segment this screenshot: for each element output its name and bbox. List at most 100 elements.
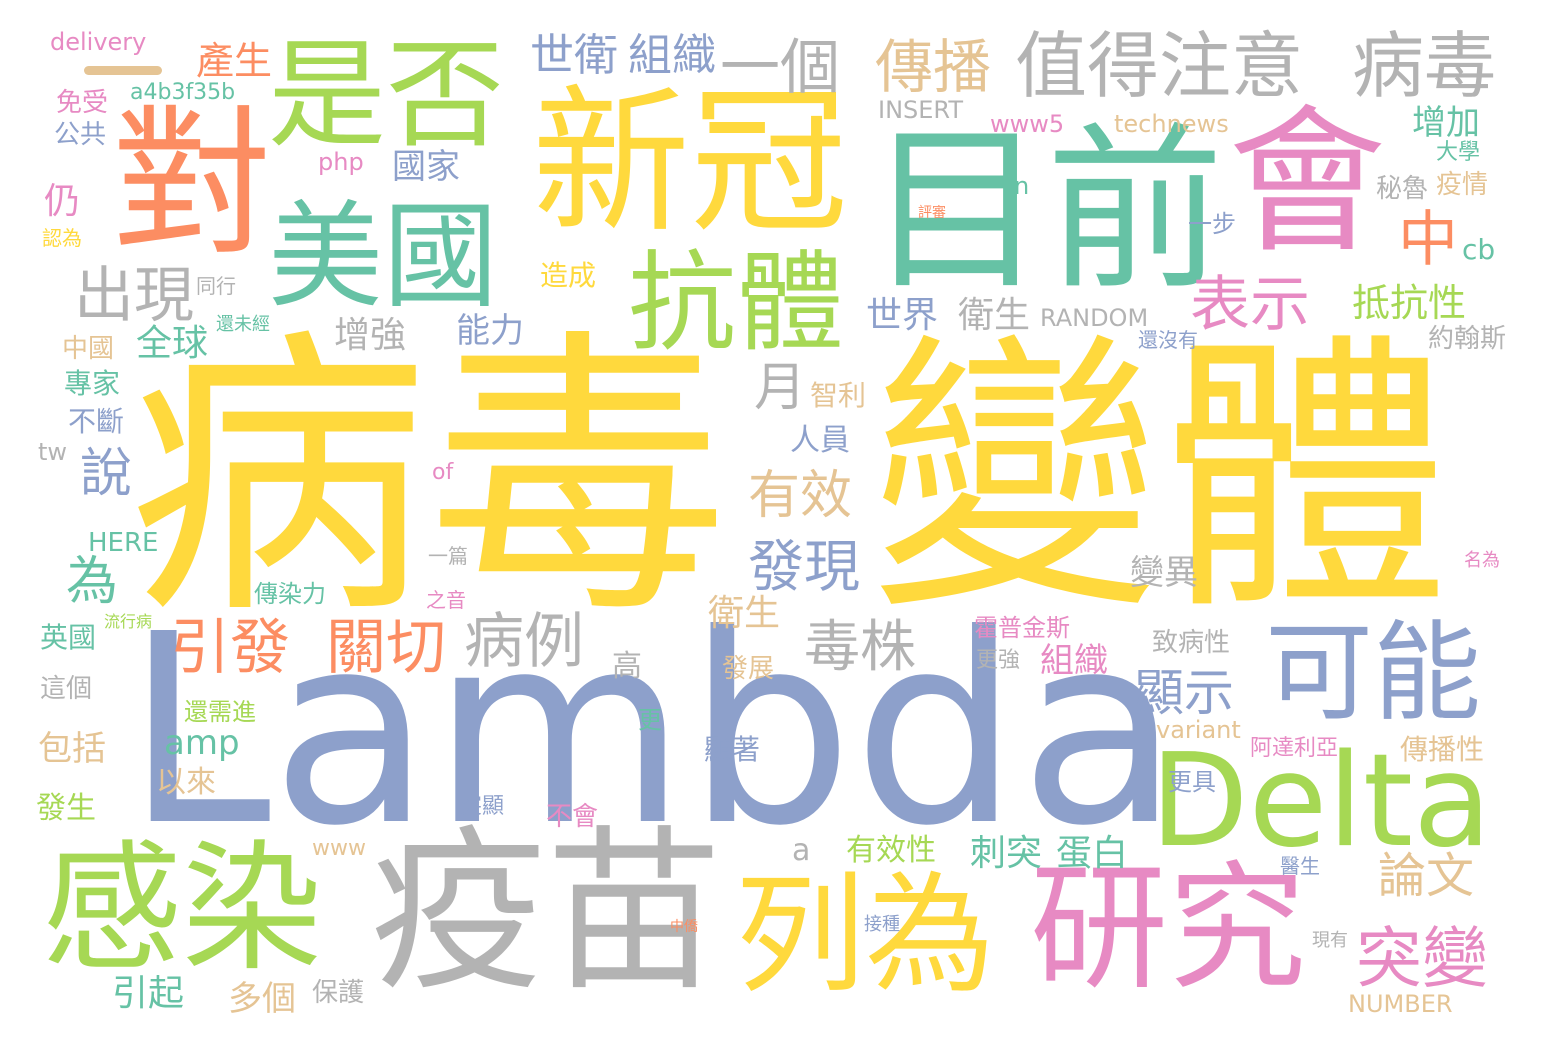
cloud-word: 病毒 (1352, 24, 1497, 108)
cloud-word: 抗體 (628, 241, 845, 366)
cloud-word: delivery (50, 28, 147, 56)
cloud-word: 免受 (56, 88, 109, 118)
cloud-word: n (1014, 172, 1030, 200)
cloud-word: 論文 (1378, 848, 1475, 904)
cloud-word: 關切 (326, 613, 446, 683)
cloud-word: 傳染力 (254, 580, 326, 608)
cloud-word: 不會 (546, 802, 599, 832)
cloud-word: 還需進 (184, 698, 256, 726)
cloud-word: 大學 (1436, 140, 1481, 165)
cloud-word: Lambda (125, 578, 1180, 883)
cloud-word: 秘魯 (1376, 174, 1429, 204)
cloud-word: 顯著 (704, 733, 761, 766)
cloud-word: 疫苗 (370, 810, 723, 1015)
cloud-word: 一步 (1188, 210, 1236, 238)
cloud-word: 評審 (918, 205, 946, 221)
cloud-word: 發展 (722, 654, 775, 684)
cloud-word: 刺突 (970, 833, 1043, 874)
cloud-word: 不斷 (68, 405, 125, 438)
cloud-word: 可能 (1265, 611, 1482, 736)
cloud-word: 研究 (1030, 848, 1307, 1009)
cloud-word: 蛋白 (1056, 833, 1129, 874)
cloud-word: 抵抗性 (1352, 281, 1467, 325)
cloud-word: 一個 (720, 33, 840, 103)
cloud-word: 值得注意 (1015, 24, 1304, 108)
cloud-word: 高 (612, 649, 642, 684)
cloud-word: 增加 (1412, 103, 1480, 143)
cloud-word: 仍 (44, 181, 81, 222)
cloud-word: 人員 (790, 423, 850, 458)
cloud-word: 美國 (268, 190, 499, 324)
cloud-word: 有效性 (846, 833, 936, 868)
cloud-word: 是否 (268, 26, 505, 164)
cloud-word: 能力 (456, 311, 524, 351)
cloud-word: 多個 (228, 979, 296, 1019)
cloud-word: 組織 (628, 30, 716, 81)
cloud-word: 發生 (36, 791, 96, 826)
cloud-word: 衛生 (958, 295, 1031, 336)
cloud-word: 更強 (976, 648, 1021, 673)
cloud-word: 衛生 (708, 593, 781, 634)
cloud-word: tw (38, 438, 68, 466)
cloud-word: 之音 (426, 588, 466, 612)
cloud-word: 同行 (196, 274, 236, 298)
cloud-word: 列為 (735, 859, 996, 1011)
cloud-word: cb (1462, 233, 1496, 266)
cloud-word: 變體 (870, 311, 1450, 648)
cloud-word: Delta (1150, 727, 1492, 876)
cloud-word: 引發 (170, 613, 290, 683)
cloud-word: 約翰斯 (1428, 324, 1507, 354)
cloud-word: 目前 (868, 107, 1224, 314)
cloud-word: 傳播性 (1400, 733, 1485, 766)
cloud-word: 還未經 (216, 314, 270, 335)
cloud-word: 認為 (42, 226, 82, 250)
cloud-word: technews (1114, 110, 1229, 138)
cloud-word: 世界 (866, 295, 939, 336)
cloud-word: 中國 (62, 334, 115, 364)
cloud-word: 傳播 (875, 33, 992, 101)
cloud-word: 表示 (1190, 270, 1310, 340)
cloud-word: 智利 (810, 379, 867, 412)
cloud-word: 這個 (40, 674, 93, 704)
cloud-word: 中 (1398, 205, 1458, 275)
cloud-word: 更 (638, 706, 662, 734)
cloud-word: 現有 (1312, 930, 1348, 951)
cloud-word: 中僑 (670, 919, 698, 935)
cloud-word: variant (1156, 716, 1241, 744)
cloud-word: 疫情 (1436, 170, 1489, 200)
cloud-word: 還沒有 (1138, 328, 1198, 352)
cloud-word: 增強 (334, 315, 407, 356)
cloud-word: 出現 (74, 261, 194, 331)
cloud-word: INSERT (878, 96, 964, 124)
cloud-word: of (432, 460, 454, 485)
cloud-word: 說 (80, 444, 133, 504)
cloud-word: 英國 (40, 621, 97, 654)
cloud-word: 以來 (156, 765, 216, 800)
cloud-word: 病毒 (128, 305, 728, 654)
cloud-word: 有效 (748, 466, 853, 526)
cloud-word: 新冠 (532, 71, 848, 255)
cloud-word: 接種 (864, 914, 900, 935)
cloud-word: 保護 (312, 978, 365, 1008)
cloud-word: 會 (1228, 91, 1386, 275)
cloud-word: 包括 (38, 729, 106, 769)
cloud-word: 產生 (196, 39, 273, 83)
cloud-word: 醫生 (1280, 854, 1320, 878)
cloud-word: 月 (754, 358, 807, 418)
cloud-word: 一篇 (428, 544, 468, 568)
cloud-word: 組織 (1040, 641, 1108, 681)
cloud-word: 更具 (1168, 768, 1216, 796)
cloud-word: 突顯 (460, 794, 505, 819)
cloud-word: 病例 (464, 607, 584, 677)
cloud-word: RANDOM (1040, 304, 1149, 332)
cloud-word: 造成 (540, 259, 597, 292)
cloud-word: 顯示 (1134, 664, 1234, 722)
cloud-word: php (318, 148, 364, 176)
cloud-word: HERE (88, 528, 159, 558)
cloud-word: 全球 (136, 323, 209, 364)
cloud-word: 世衛 (530, 30, 618, 81)
cloud-word: 霍普金斯 (974, 614, 1070, 642)
cloud-word: www (312, 836, 366, 861)
cloud-word: 發現 (748, 535, 860, 600)
